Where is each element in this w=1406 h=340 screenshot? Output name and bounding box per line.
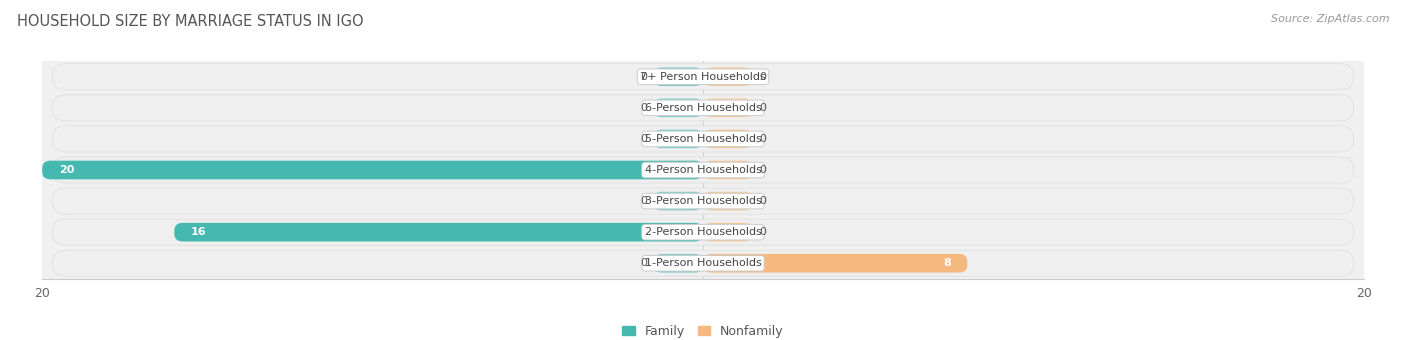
Bar	[42, 61, 1364, 92]
Bar	[42, 248, 1364, 279]
FancyBboxPatch shape	[52, 126, 1354, 152]
Text: 0: 0	[759, 227, 766, 237]
FancyBboxPatch shape	[654, 254, 703, 273]
Text: 5-Person Households: 5-Person Households	[644, 134, 762, 144]
FancyBboxPatch shape	[654, 130, 703, 148]
Text: 0: 0	[640, 103, 647, 113]
Text: 0: 0	[759, 72, 766, 82]
Text: 0: 0	[640, 258, 647, 268]
FancyBboxPatch shape	[52, 250, 1354, 276]
FancyBboxPatch shape	[703, 192, 752, 210]
FancyBboxPatch shape	[52, 219, 1354, 245]
Text: 2-Person Households: 2-Person Households	[644, 227, 762, 237]
Text: 20: 20	[59, 165, 75, 175]
Text: 0: 0	[759, 196, 766, 206]
FancyBboxPatch shape	[703, 99, 752, 117]
Legend: Family, Nonfamily: Family, Nonfamily	[623, 325, 783, 338]
Text: 0: 0	[640, 72, 647, 82]
Text: 4-Person Households: 4-Person Households	[644, 165, 762, 175]
FancyBboxPatch shape	[52, 64, 1354, 90]
FancyBboxPatch shape	[703, 223, 752, 241]
Text: 1-Person Households: 1-Person Households	[644, 258, 762, 268]
Text: 16: 16	[191, 227, 207, 237]
FancyBboxPatch shape	[703, 254, 967, 273]
Text: 3-Person Households: 3-Person Households	[644, 196, 762, 206]
FancyBboxPatch shape	[52, 157, 1354, 183]
Bar	[42, 92, 1364, 123]
Text: 7+ Person Households: 7+ Person Households	[640, 72, 766, 82]
Text: 0: 0	[759, 103, 766, 113]
FancyBboxPatch shape	[703, 161, 752, 179]
Bar	[42, 186, 1364, 217]
Bar	[42, 123, 1364, 154]
FancyBboxPatch shape	[654, 67, 703, 86]
Text: 0: 0	[640, 134, 647, 144]
Text: 6-Person Households: 6-Person Households	[644, 103, 762, 113]
Text: Source: ZipAtlas.com: Source: ZipAtlas.com	[1271, 14, 1389, 23]
FancyBboxPatch shape	[42, 161, 703, 179]
FancyBboxPatch shape	[654, 99, 703, 117]
FancyBboxPatch shape	[654, 192, 703, 210]
FancyBboxPatch shape	[52, 188, 1354, 214]
Bar	[42, 217, 1364, 248]
FancyBboxPatch shape	[703, 67, 752, 86]
Bar	[42, 154, 1364, 186]
FancyBboxPatch shape	[52, 95, 1354, 121]
Text: 8: 8	[943, 258, 950, 268]
FancyBboxPatch shape	[174, 223, 703, 241]
Text: 0: 0	[759, 134, 766, 144]
FancyBboxPatch shape	[703, 130, 752, 148]
Text: 0: 0	[759, 165, 766, 175]
Text: 0: 0	[640, 196, 647, 206]
Text: HOUSEHOLD SIZE BY MARRIAGE STATUS IN IGO: HOUSEHOLD SIZE BY MARRIAGE STATUS IN IGO	[17, 14, 364, 29]
